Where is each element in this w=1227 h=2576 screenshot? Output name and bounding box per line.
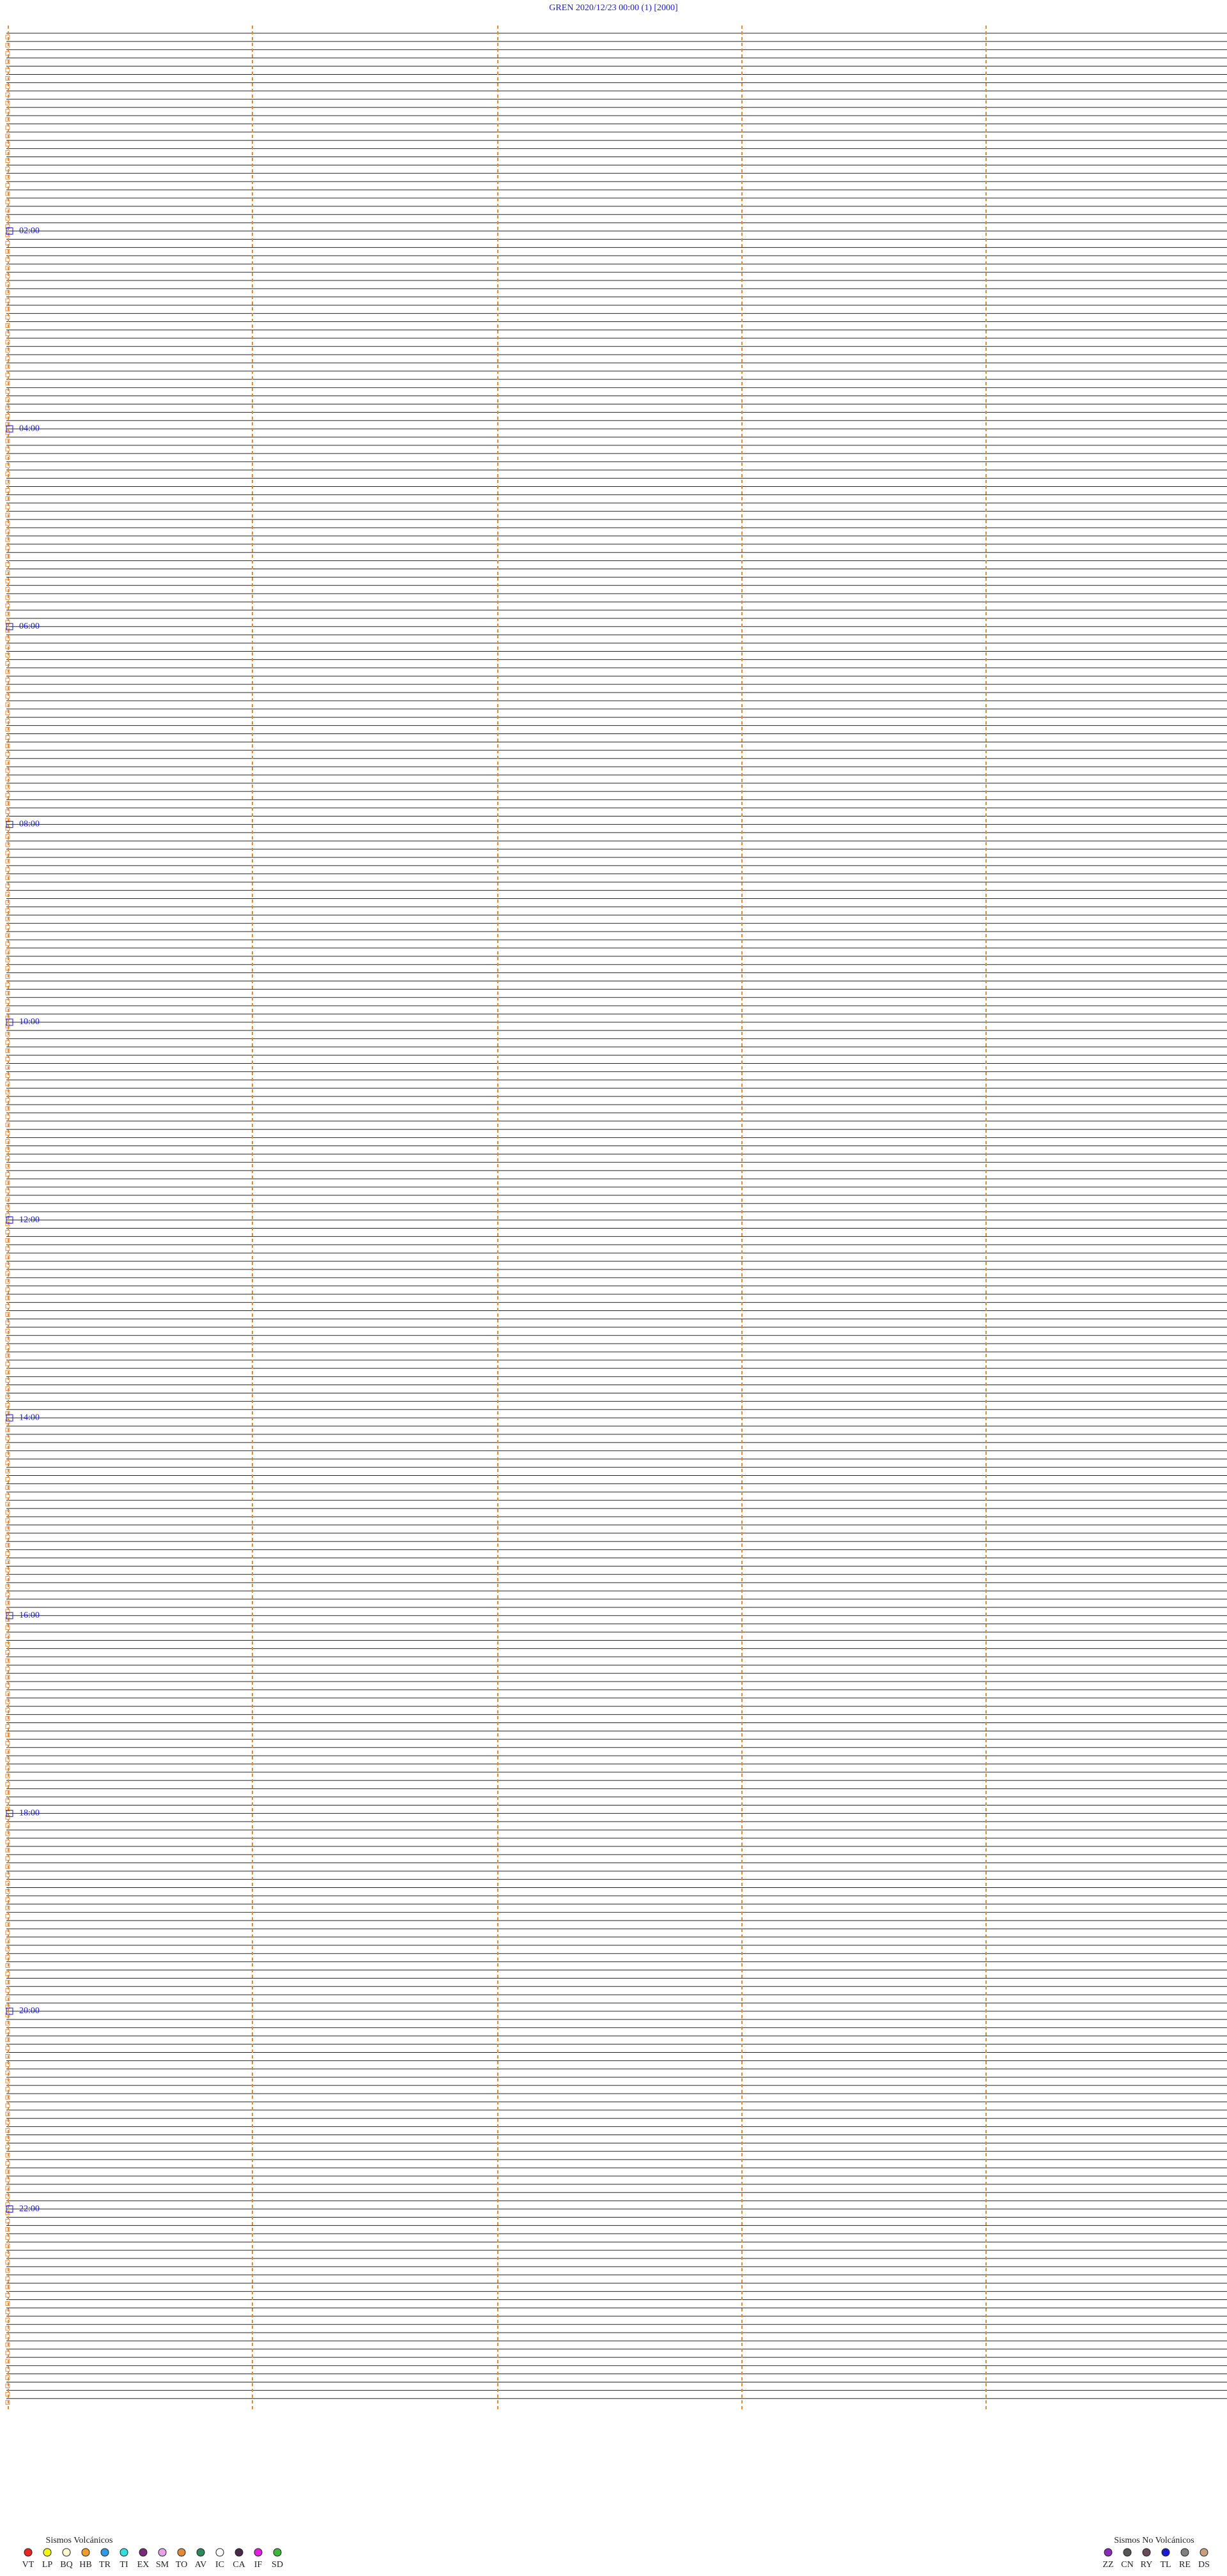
legend-code: SD	[272, 2560, 283, 2570]
hour-label: 14:00	[19, 1413, 40, 1422]
trace-marker	[5, 307, 10, 312]
legend-marker	[196, 2548, 205, 2557]
title: GREN 2020/12/23 00:00 (1) [2000]	[549, 3, 677, 13]
legend-code: CN	[1121, 2560, 1133, 2570]
trace-marker	[5, 1485, 10, 1490]
hour-label: 20:00	[19, 2006, 40, 2016]
trace-marker	[5, 249, 10, 254]
hour-box	[6, 623, 13, 631]
legend-title: Sismos Volcánicos	[46, 2536, 113, 2545]
trace-marker	[5, 554, 10, 559]
hour-label: 12:00	[19, 1215, 40, 1225]
trace-marker	[5, 59, 10, 65]
legend-marker	[81, 2548, 90, 2557]
trace-marker	[5, 1732, 10, 1737]
trace-marker	[5, 2285, 10, 2290]
hour-box	[6, 1018, 13, 1026]
legend-code: HB	[79, 2560, 91, 2570]
trace-marker	[5, 801, 10, 806]
legend-code: LP	[42, 2560, 53, 2570]
hour-box	[6, 820, 13, 828]
hour-label: 06:00	[19, 622, 40, 631]
legend-marker	[158, 2548, 167, 2557]
legend-marker	[1200, 2548, 1208, 2557]
legend-code: IC	[215, 2560, 224, 2570]
hour-box	[6, 2205, 13, 2213]
hour-box	[6, 1809, 13, 1817]
legend-code: AV	[195, 2560, 206, 2570]
legend-marker	[235, 2548, 243, 2557]
legend-code: TO	[176, 2560, 187, 2570]
legend-code: IF	[254, 2560, 263, 2570]
hour-box	[6, 2007, 13, 2015]
legend-marker	[1104, 2548, 1113, 2557]
trace-marker	[5, 1979, 10, 1984]
legend-marker	[177, 2548, 186, 2557]
hour-box	[6, 1414, 13, 1422]
legend-marker	[1180, 2548, 1189, 2557]
trace-marker	[5, 1238, 10, 1243]
legend-marker	[62, 2548, 71, 2557]
legend-code: BQ	[60, 2560, 72, 2570]
trace-marker	[5, 2169, 10, 2174]
legend-marker	[254, 2548, 263, 2557]
legend-marker	[43, 2548, 52, 2557]
hour-box	[6, 425, 13, 433]
trace-marker	[5, 990, 10, 995]
hour-label: 10:00	[19, 1017, 40, 1027]
trace-marker	[5, 933, 10, 938]
legend-marker	[1161, 2548, 1170, 2557]
hour-label: 16:00	[19, 1611, 40, 1620]
hour-label: 22:00	[19, 2204, 40, 2214]
legend-marker	[139, 2548, 148, 2557]
legend-marker	[24, 2548, 33, 2557]
legend-code: ZZ	[1102, 2560, 1113, 2570]
legend-marker	[273, 2548, 282, 2557]
legend-code: TR	[99, 2560, 111, 2570]
legend-marker	[215, 2548, 224, 2557]
legend-code: EX	[137, 2560, 150, 2570]
legend-marker	[1123, 2548, 1132, 2557]
trace-marker	[5, 2227, 10, 2232]
legend-code: DS	[1198, 2560, 1210, 2570]
legend-marker	[100, 2548, 109, 2557]
trace-marker	[5, 1675, 10, 1680]
legend-code: TI	[120, 2560, 128, 2570]
hour-box	[6, 1216, 13, 1224]
hour-label: 02:00	[19, 226, 40, 236]
legend-marker	[1142, 2548, 1151, 2557]
legend-code: CA	[233, 2560, 245, 2570]
trace-marker	[5, 1790, 10, 1795]
trace-marker	[5, 1922, 10, 1927]
hour-label: 18:00	[19, 1809, 40, 1818]
trace-marker	[5, 1180, 10, 1185]
legend-marker	[120, 2548, 128, 2557]
trace-marker	[5, 1543, 10, 1548]
trace-marker	[5, 438, 10, 443]
hour-label: 04:00	[19, 424, 40, 433]
trace-marker	[5, 686, 10, 691]
legend-code: VT	[22, 2560, 35, 2570]
hour-box	[6, 1612, 13, 1620]
trace-marker	[5, 743, 10, 748]
trace-marker	[5, 496, 10, 501]
legend-code: SM	[156, 2560, 169, 2570]
trace-marker	[5, 1427, 10, 1432]
trace-marker	[5, 2037, 10, 2043]
legend-title: Sismos No Volcánicos	[1114, 2536, 1194, 2545]
legend-code: RE	[1179, 2560, 1191, 2570]
trace-marker	[5, 191, 10, 196]
legend-code: TL	[1160, 2560, 1171, 2570]
trace-marker	[5, 1296, 10, 1301]
hour-label: 08:00	[19, 820, 40, 829]
hour-box	[6, 227, 13, 235]
trace-marker	[5, 1048, 10, 1054]
legend-code: RY	[1141, 2560, 1153, 2570]
